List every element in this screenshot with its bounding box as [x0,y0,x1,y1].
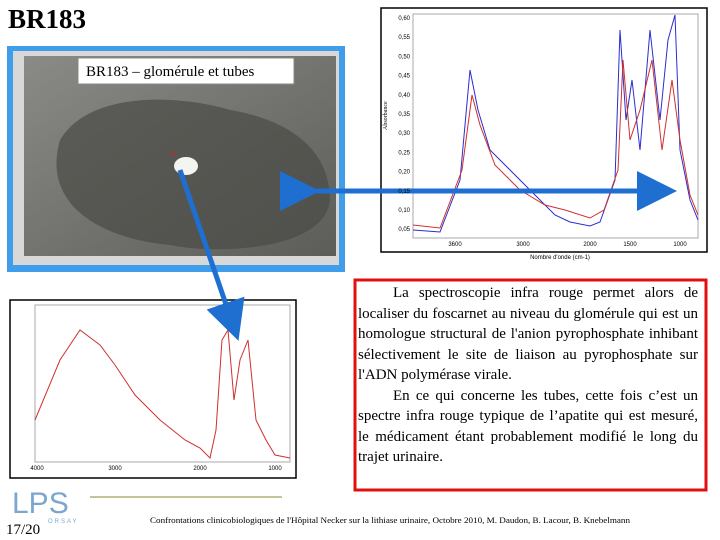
y-tick-label: 0,40 [398,93,410,99]
arrow [177,169,245,341]
spectrum-frame [9,299,297,479]
logo-sub: ORSAY [48,519,79,525]
slide-title: BR183 [8,4,86,34]
paragraph: La spectroscopie infra rouge permet alor… [358,285,698,383]
spectrum-frame [380,7,708,253]
paragraph: En ce qui concerne les tubes, cette fois… [358,387,698,466]
y-tick-label: 0,15 [398,189,410,195]
tissue [56,99,330,250]
x-tick-label: 3600 [448,242,462,248]
deposit [174,157,198,175]
y-tick-label: 0,50 [398,54,410,60]
x-tick-label: 3000 [516,242,530,248]
y-tick-label: 0,55 [398,35,410,41]
page-number: 17/20 [6,522,40,538]
text-box: La spectroscopie infra rouge permet alor… [358,283,698,468]
y-tick-label: 0,35 [398,112,410,118]
x-tick-label: 1500 [623,242,637,248]
x-tick-label: 1000 [673,242,687,248]
x-tick-label: 4000 [30,466,44,472]
plot-area [34,304,291,463]
y-tick-label: 0,30 [398,131,410,137]
text-box-frame [353,278,708,492]
logo: LPS [12,487,69,520]
x-tick-label: 2000 [583,242,597,248]
spectrum-curve-blue [412,14,699,233]
y-tick-label: 0,25 [398,150,410,156]
y-tick-label: 0,20 [398,170,410,176]
x-axis-label: Nombre d'onde (cm-1) [530,255,590,261]
x-tick-label: 1000 [268,466,282,472]
caption-box [77,57,295,85]
marker: + [170,146,177,161]
y-tick-label: 0,45 [398,74,410,80]
y-axis-label: Absorbance [383,101,389,130]
spectrum-curve-red [34,328,291,460]
y-tick-label: 0,60 [398,16,410,22]
plot-area [412,13,699,239]
y-tick-label: 0,10 [398,208,410,214]
y-tick-label: 0,05 [398,227,410,233]
x-tick-label: 2000 [193,466,207,472]
x-tick-label: 3000 [108,466,122,472]
credit: Confrontations clinicobiologiques de l'H… [150,516,630,525]
image-caption: BR183 – glomérule et tubes [86,64,254,80]
